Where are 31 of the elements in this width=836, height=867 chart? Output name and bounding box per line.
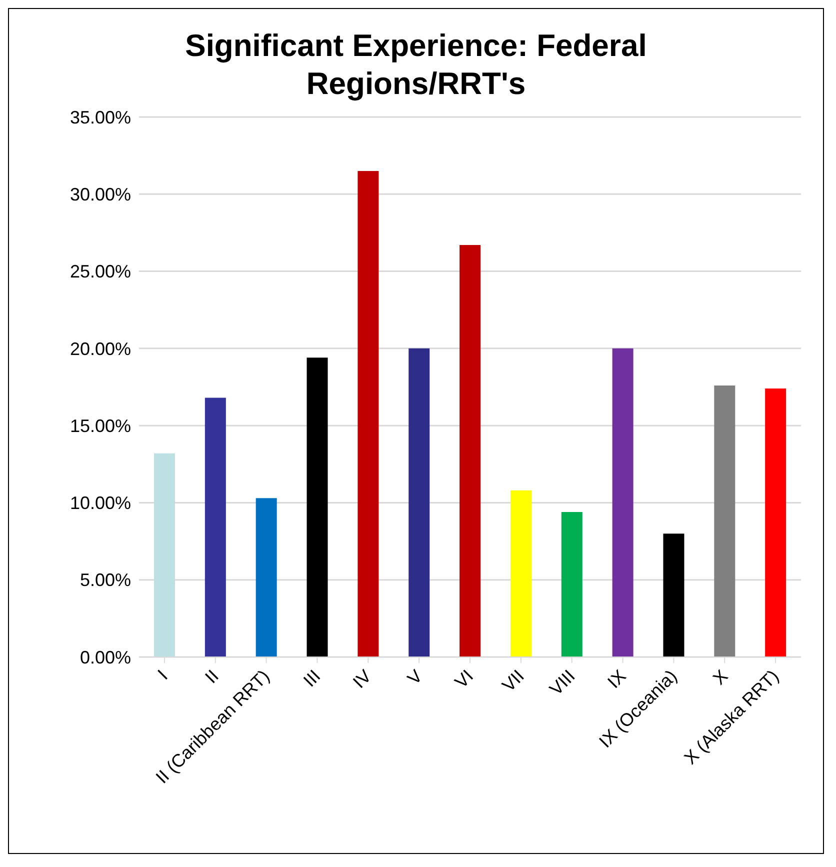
bar [663,534,684,657]
y-tick-label: 30.00% [70,184,131,205]
y-tick-label: 35.00% [70,107,131,128]
bar [561,512,582,657]
x-tick-label: X [709,666,732,689]
bar [358,171,379,657]
bar [256,498,277,657]
x-tick-label: IV [349,666,376,692]
bar [765,388,786,657]
y-tick-label: 10.00% [70,493,131,514]
y-tick-label: 15.00% [70,416,131,436]
x-tick-label: VII [498,666,528,696]
chart-title: Significant Experience: Federal Regions/RRT's [184,27,648,103]
bar [510,490,532,657]
x-tick-label: VI [450,666,478,692]
bar [204,398,226,657]
bar [154,453,175,657]
bar [306,358,328,657]
x-tick-label: V [404,666,426,689]
x-tick-label: VIII [546,666,579,700]
y-tick-label: 0.00% [80,647,131,668]
y-tick-label: 20.00% [70,338,131,359]
bar [714,385,736,657]
x-tick-label: III [300,666,324,691]
x-tick-label: I [154,666,172,684]
y-tick-label: 25.00% [70,262,131,282]
y-tick-label: 5.00% [80,570,131,590]
bar [460,245,481,657]
x-tick-label: II [201,666,222,688]
bar [612,348,634,657]
bar [408,348,430,657]
